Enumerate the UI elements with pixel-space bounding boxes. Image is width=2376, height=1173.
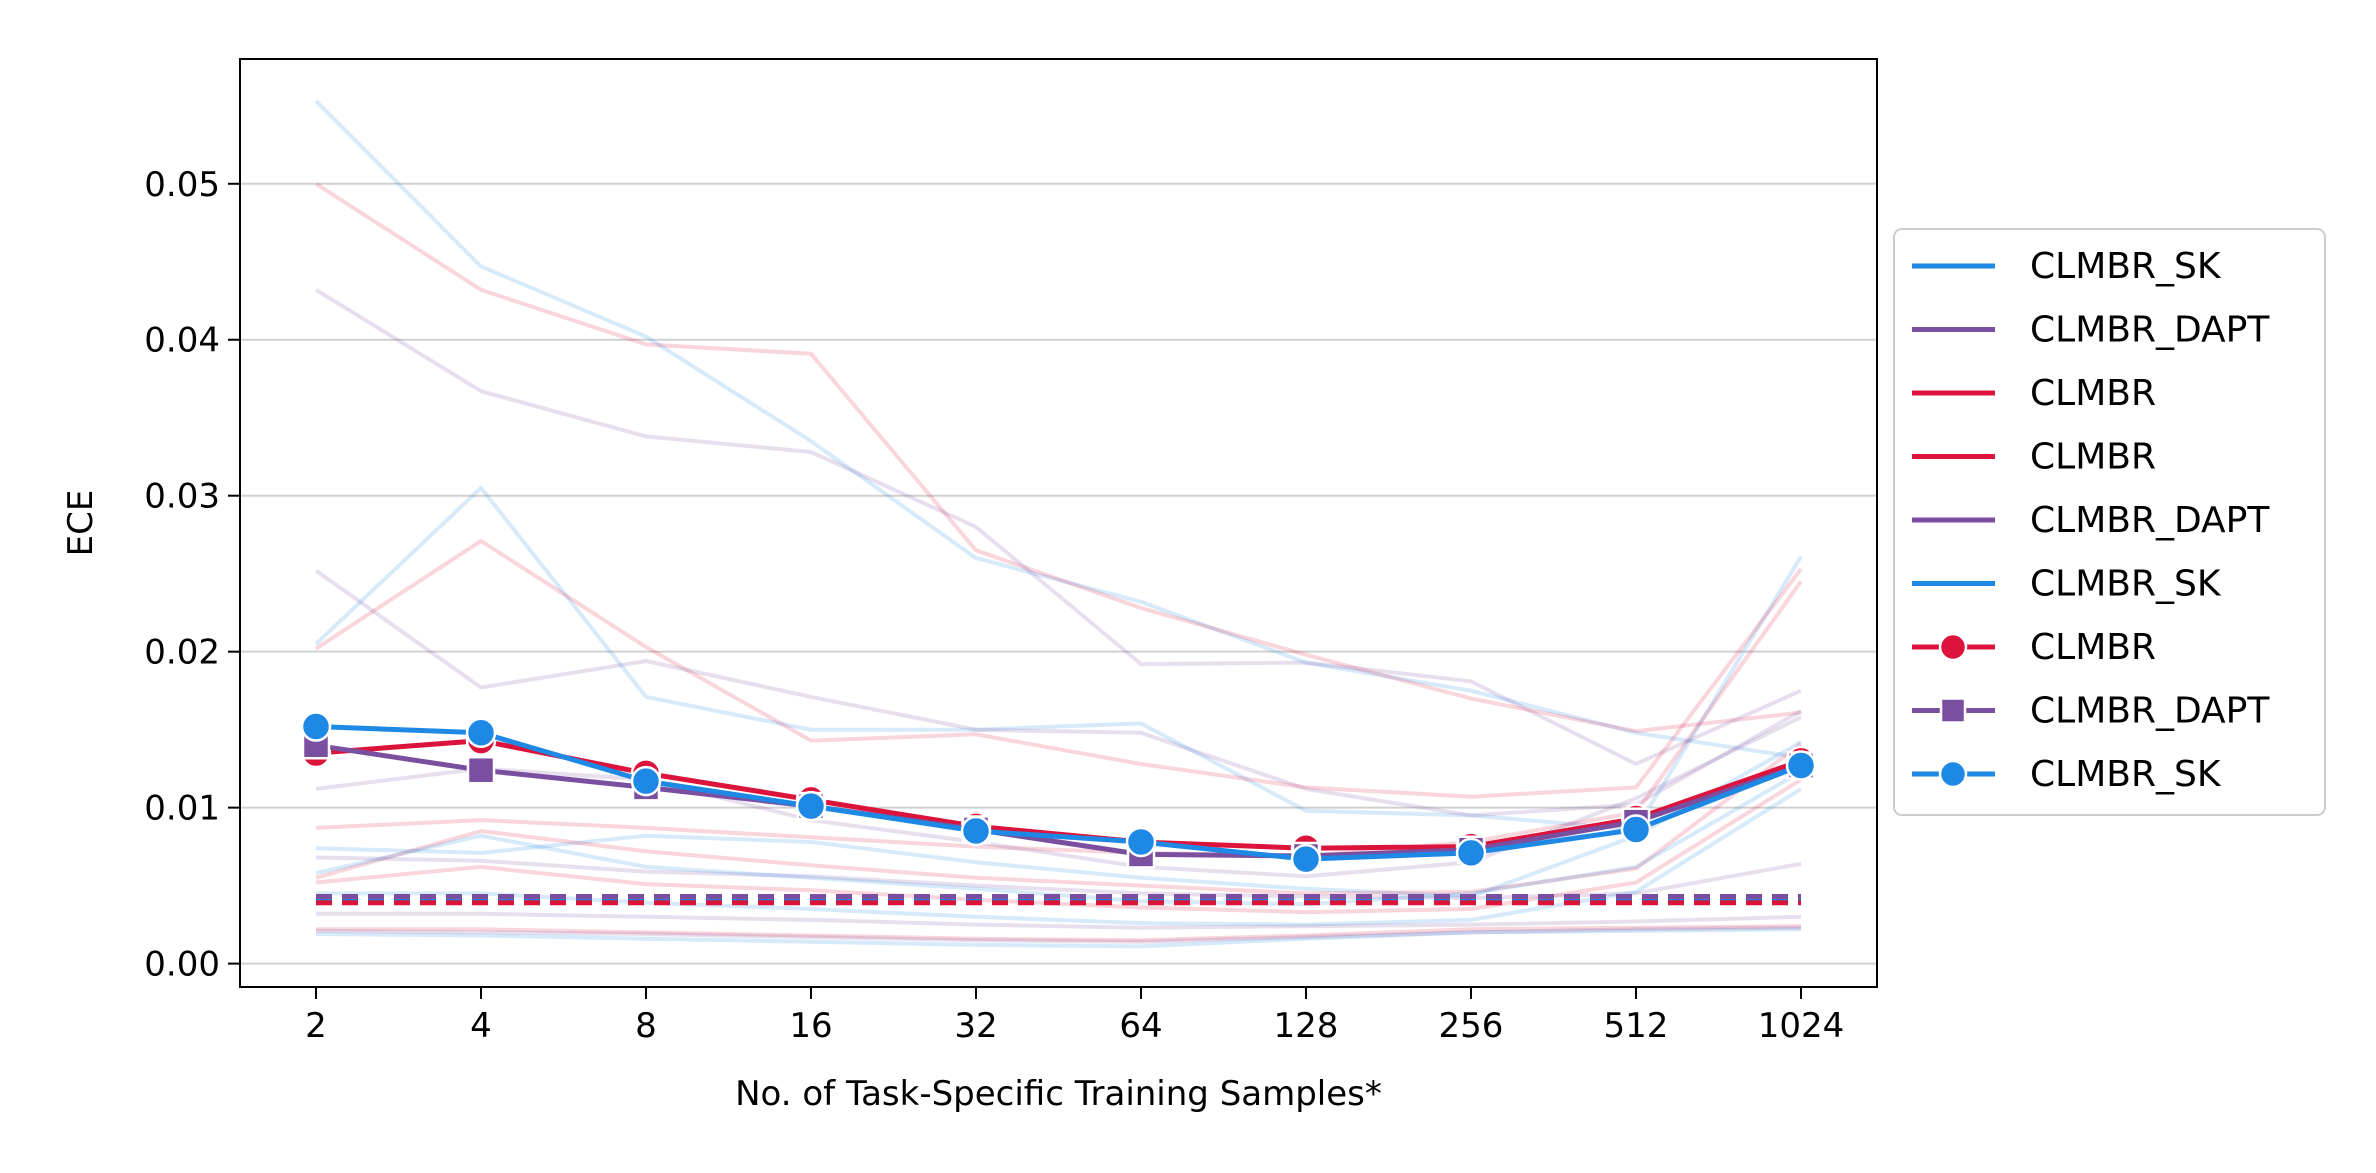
x-tick-label: 1024 [1758,1006,1845,1046]
background-series-line [314,182,1802,734]
y-axis-ticks: 0.00 0.01 0.02 0.03 0.04 0.05 [144,165,240,985]
data-point [1620,814,1652,845]
plot-frame [239,58,1878,988]
background-series-line [314,99,1802,760]
legend: CLMBR_SK CLMBR_DAPT CLMBR CLMBR CLMBR_DAPT CL… [1893,228,2326,816]
legend-frame [1893,228,2326,816]
background-series-line [316,911,1802,930]
series-clmbr-sk [300,711,1817,875]
legend-swatch-marker [1938,632,1968,662]
legend-item: CLMBR [1912,373,2156,414]
x-tick-label: 16 [789,1006,832,1046]
legend-label: CLMBR_SK [2030,246,2222,287]
legend-label: CLMBR [2030,627,2156,668]
legend-label: CLMBR_SK [2030,564,2222,605]
background-series-line [314,288,1802,766]
background-series-line [315,742,1803,896]
data-point [1785,750,1817,781]
background-series-line [315,740,1802,899]
legend-label: CLMBR_DAPT [2030,310,2270,351]
background-series-line [315,580,1803,858]
x-tick-label: 512 [1604,1006,1669,1046]
legend-item: CLMBR [1912,437,2156,478]
background-series-line [315,927,1802,949]
series-line-clmbr-dapt [315,742,1802,859]
background-series-line [314,568,1802,818]
y-tick-label: 0.05 [144,165,220,205]
x-tick-label: 4 [470,1006,492,1046]
x-tick-label: 256 [1439,1006,1504,1046]
y-tick-label: 0.01 [144,789,220,829]
y-tick-label: 0.02 [144,633,220,673]
x-tick-label: 128 [1274,1006,1339,1046]
data-point [465,717,497,749]
legend-label: CLMBR_SK [2030,754,2222,795]
x-axis-label: No. of Task-Specific Training Samples* [735,1074,1382,1114]
baselines [316,894,1801,906]
legend-swatch-marker [1939,697,1967,724]
y-axis-label: ECE [61,490,101,557]
data-point [1125,826,1157,858]
series-line-clmbr-sk [315,724,1802,862]
data-point [466,755,496,785]
x-tick-label: 32 [954,1006,997,1046]
legend-item: CLMBR_DAPT [1912,500,2270,541]
y-tick-label: 0.03 [144,477,220,517]
x-tick-label: 8 [635,1006,657,1046]
data-point [630,765,662,797]
x-tick-label: 64 [1119,1006,1162,1046]
background-series-line [316,924,1802,943]
legend-item: CLMBR_DAPT [1912,691,2270,732]
background-series-line [314,485,1803,832]
data-point [795,790,827,822]
x-axis-ticks: 2 4 8 16 32 64 128 256 512 1024 [305,987,1844,1046]
legend-label: CLMBR_DAPT [2030,691,2270,732]
y-tick-label: 0.00 [144,945,220,985]
legend-item: CLMBR_SK [1912,754,2222,795]
data-point [1455,837,1487,869]
gridlines [240,182,1877,965]
data-point [960,815,992,847]
legend-label: CLMBR_DAPT [2030,500,2270,541]
x-tick-label: 2 [305,1006,327,1046]
legend-swatch-marker [1938,759,1968,789]
legend-label: CLMBR [2030,437,2156,478]
data-point [300,711,332,742]
main-series [300,711,1817,875]
background-series-line [314,538,1803,799]
legend-label: CLMBR [2030,373,2156,414]
legend-item: CLMBR_SK [1912,246,2222,287]
legend-item: CLMBR_DAPT [1912,310,2270,351]
background-series-line [315,925,1802,944]
legend-item: CLMBR [1912,627,2156,668]
y-tick-label: 0.04 [144,321,220,361]
data-point [1290,843,1322,875]
legend-item: CLMBR_SK [1912,564,2222,605]
